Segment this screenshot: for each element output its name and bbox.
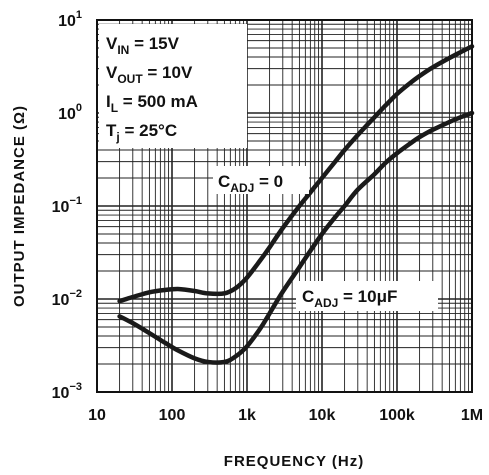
x-tick-label: 100	[159, 407, 186, 424]
annotation-cadj-0: CADJ = 0	[218, 172, 283, 195]
conditions-box	[99, 24, 247, 148]
annotation-bg-cadj-10uf	[296, 281, 438, 311]
curves	[117, 44, 475, 365]
x-tick-label: 1k	[238, 407, 256, 424]
y-tick-label: 10−2	[52, 288, 82, 309]
annotation-cadj-10uf: CADJ = 10μF	[302, 287, 397, 310]
x-tick-label: 1M	[461, 407, 483, 424]
y-tick-label: 101	[58, 9, 82, 30]
y-axis-title: OUTPUT IMPEDANCE (Ω)	[11, 105, 28, 307]
condition-tj: Tj = 25°C	[106, 121, 177, 144]
plot-frame	[96, 19, 473, 393]
tick-labels: 10 100 1k 10k 100k 1M 10−3 10−2 10−1 100 101	[52, 9, 483, 424]
curve-cadj-0	[117, 44, 475, 304]
conditions-text: VIN = 15V VOUT = 10V IL = 500 mA Tj = 25°C	[106, 34, 198, 144]
x-axis-title: FREQUENCY (Hz)	[224, 453, 364, 470]
x-tick-label: 10	[88, 407, 106, 424]
y-tick-label: 100	[58, 102, 82, 123]
annotations: CADJ = 0 CADJ = 10μF	[218, 172, 397, 310]
condition-vin: VIN = 15V	[106, 34, 180, 57]
curve-cadj-10uf	[117, 110, 475, 365]
y-tick-label: 10−3	[52, 381, 82, 402]
x-tick-label: 10k	[309, 407, 336, 424]
condition-il: IL = 500 mA	[106, 92, 198, 115]
y-tick-label: 10−1	[52, 195, 82, 216]
x-tick-label: 100k	[379, 407, 415, 424]
condition-vout: VOUT = 10V	[106, 63, 193, 86]
annotation-bg-cadj-0	[213, 166, 309, 194]
